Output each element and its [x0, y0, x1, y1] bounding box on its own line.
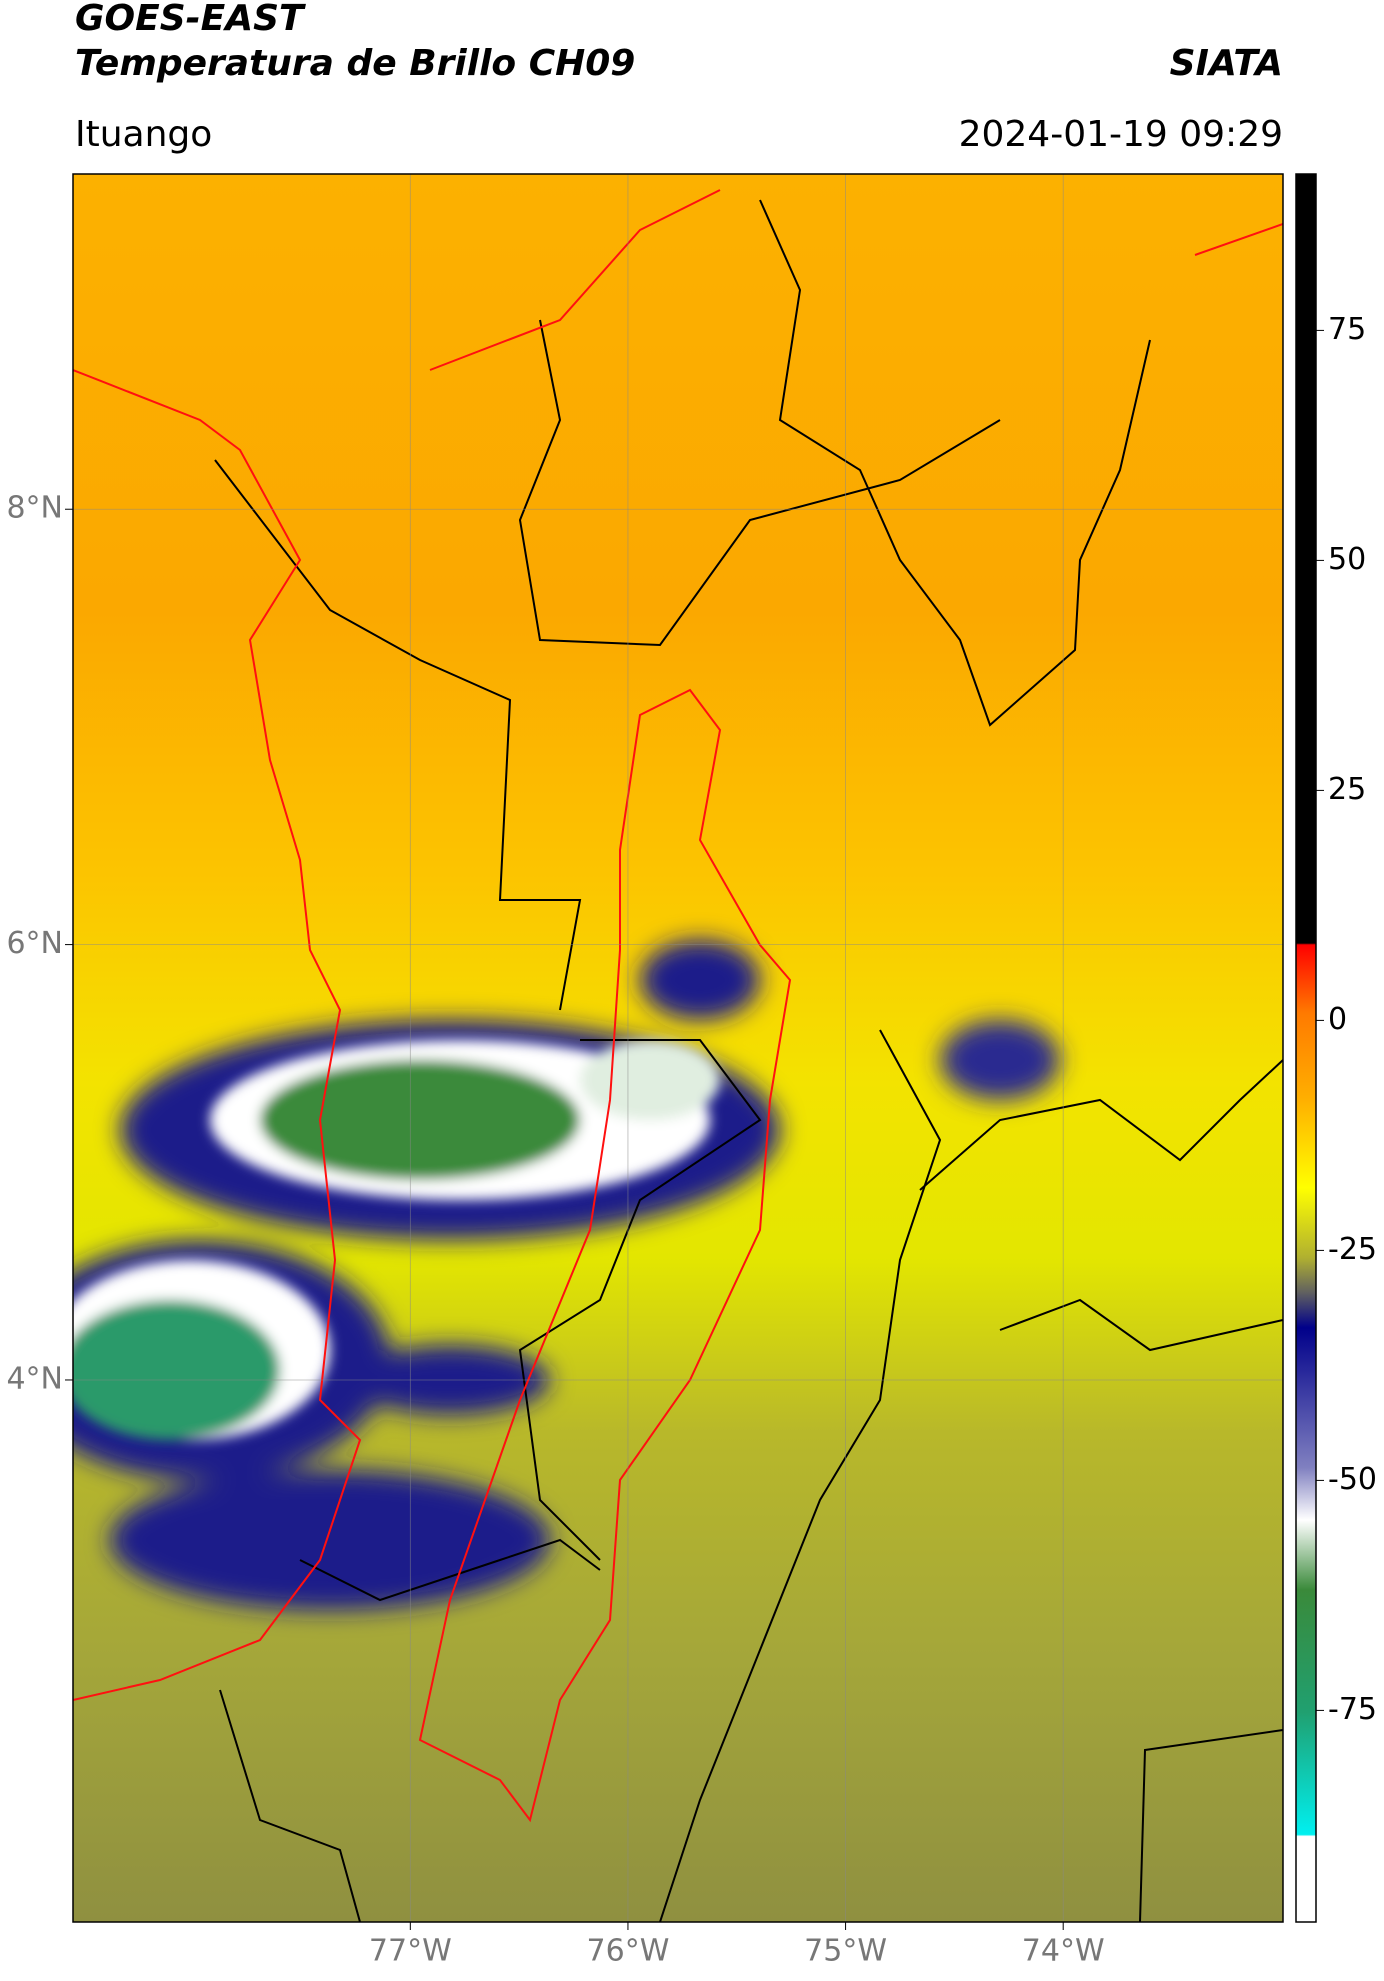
datetime: 2024-01-19 09:29: [959, 114, 1283, 155]
x-tick-label: 76°W: [587, 1934, 670, 1969]
subtitle: Temperatura de Brillo CH09: [75, 43, 635, 84]
colorbar-tick-label: -25: [1328, 1232, 1377, 1267]
y-tick-label: 4°N: [6, 1361, 63, 1396]
colorbar: [1295, 173, 1317, 1923]
colorbar-tick-label: -75: [1328, 1692, 1377, 1727]
colorbar-tick-label: 50: [1328, 542, 1366, 577]
x-tick-label: 74°W: [1022, 1934, 1105, 1969]
brand: SIATA: [1170, 43, 1283, 84]
colorbar-tick-label: 0: [1328, 1002, 1347, 1037]
grid: [73, 174, 1283, 1922]
y-tick-label: 8°N: [6, 491, 63, 526]
title: GOES-EAST: [75, 0, 306, 39]
colorbar-tick-label: -50: [1328, 1462, 1377, 1497]
x-tick-label: 75°W: [804, 1934, 887, 1969]
x-tick-label: 77°W: [369, 1934, 452, 1969]
map-frame: [72, 173, 1284, 1923]
location: Ituango: [75, 114, 212, 155]
colorbar-tick-label: 25: [1328, 772, 1366, 807]
y-tick-label: 6°N: [6, 926, 63, 961]
map-image: [73, 174, 1283, 1922]
colorbar-tick-label: 75: [1328, 312, 1366, 347]
